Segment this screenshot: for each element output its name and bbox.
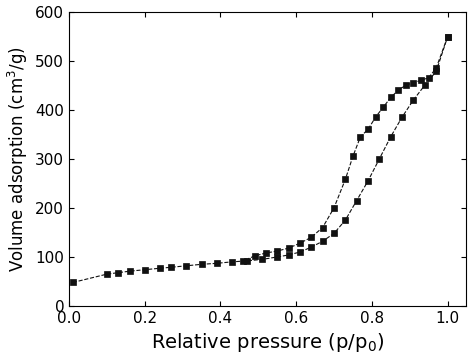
X-axis label: Relative pressure (p/p$_0$): Relative pressure (p/p$_0$) xyxy=(151,332,384,355)
Y-axis label: Volume adsorption (cm$^3$/g): Volume adsorption (cm$^3$/g) xyxy=(6,46,30,271)
